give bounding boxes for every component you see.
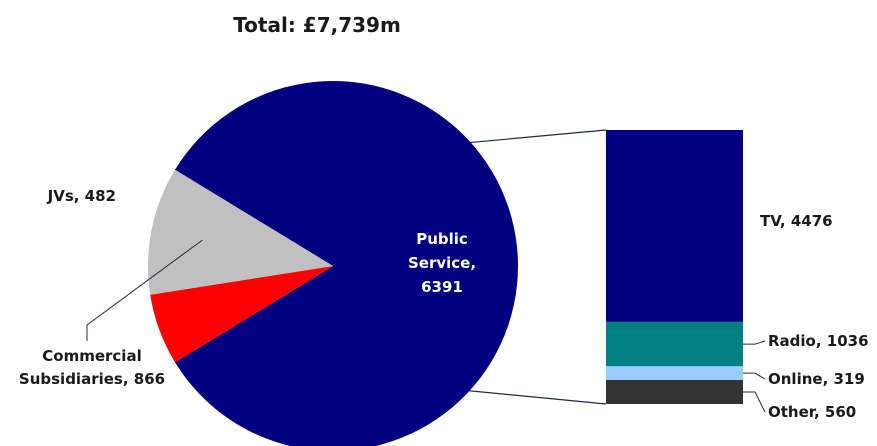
pie-label-commercial-subsidiaries: Commercial Subsidiaries, 866 (19, 347, 165, 388)
bar-segment-radio (606, 321, 743, 367)
bar-label-online: Online, 319 (768, 370, 865, 388)
pie-slice-commercial-subsidiaries (148, 169, 333, 295)
chart-title: Total: £7,739m (233, 13, 401, 37)
leader-line-radio (743, 340, 766, 345)
bar-label-radio: Radio, 1036 (768, 332, 869, 350)
bar-segment-online (606, 366, 743, 380)
bar-label-other: Other, 560 (768, 403, 856, 421)
leader-line-other (743, 391, 766, 413)
pie-label-jvs: JVs, 482 (47, 187, 116, 205)
pie-chart (148, 81, 518, 446)
leader-line-online (743, 372, 766, 380)
pie-label-public-service: Public Service, 6391 (408, 230, 476, 296)
leader-line-commercial-subsidiaries (86, 239, 203, 341)
pie-slice-public-service (175, 81, 518, 446)
data-labels: Public Service, 6391 JVs, 482 Commercial Subs… (19, 187, 869, 421)
bar-segment-other (606, 379, 743, 404)
bar-label-tv: TV, 4476 (760, 212, 833, 230)
pie-slice-jvs (150, 266, 333, 363)
stacked-bar (606, 130, 743, 404)
bar-segment-tv (606, 130, 743, 322)
